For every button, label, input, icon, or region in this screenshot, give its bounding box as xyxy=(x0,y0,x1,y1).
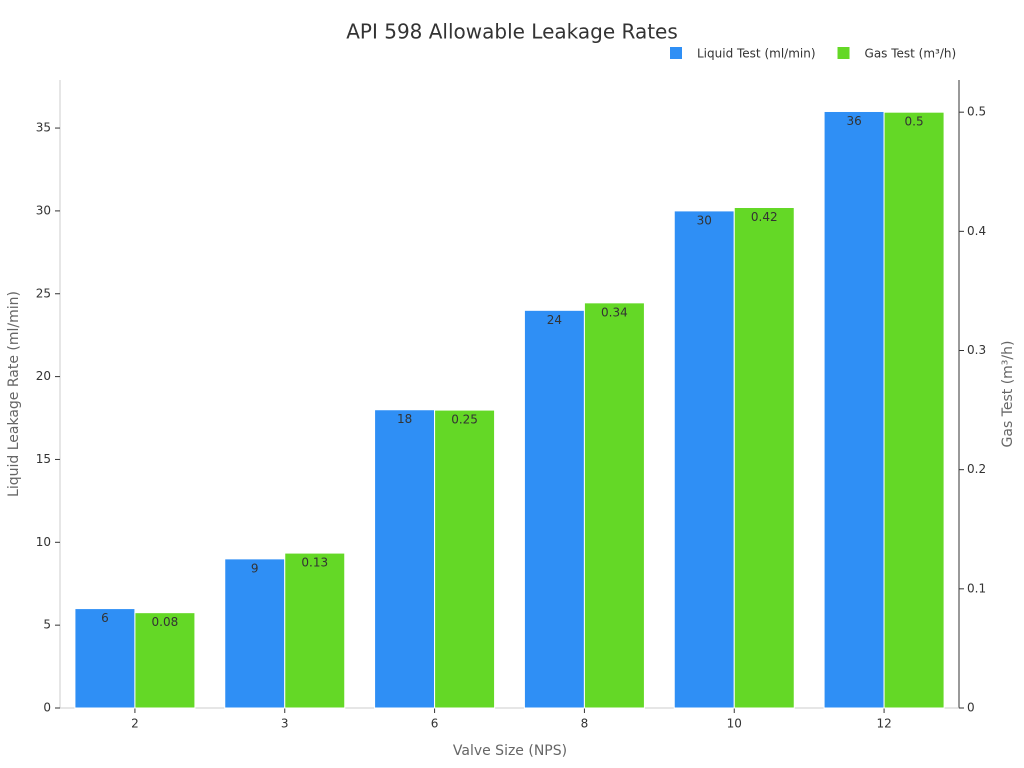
bar xyxy=(434,409,496,709)
data-label: 9 xyxy=(251,561,259,575)
data-label: 36 xyxy=(846,114,861,128)
data-label: 0.13 xyxy=(301,556,328,570)
x-tick-label: 12 xyxy=(876,717,891,731)
data-label: 0.25 xyxy=(451,413,478,427)
bar xyxy=(134,612,196,709)
bar xyxy=(883,111,945,709)
bar xyxy=(284,552,346,709)
x-tick-label: 6 xyxy=(431,717,439,731)
data-label: 30 xyxy=(697,213,712,227)
bar xyxy=(523,309,585,709)
data-label: 6 xyxy=(101,611,109,625)
y-tick-label: 30 xyxy=(36,203,51,217)
legend-label: Liquid Test (ml/min) xyxy=(697,47,816,61)
y2-tick-label: 0.3 xyxy=(967,343,986,357)
y-tick-label: 0 xyxy=(43,701,51,715)
data-label: 18 xyxy=(397,412,412,426)
data-label: 0.08 xyxy=(152,615,179,629)
data-label: 24 xyxy=(547,313,562,327)
y2-tick-label: 0 xyxy=(967,701,975,715)
bar xyxy=(673,210,735,709)
bar xyxy=(733,207,795,709)
legend-swatch xyxy=(837,47,850,59)
bar xyxy=(823,110,885,709)
y-tick-label: 15 xyxy=(36,452,51,466)
y2-axis-title: Gas Test (m³/h) xyxy=(1000,341,1016,448)
x-tick-label: 3 xyxy=(281,717,289,731)
y-axis-title: Liquid Leakage Rate (ml/min) xyxy=(6,291,22,497)
legend-label: Gas Test (m³/h) xyxy=(865,47,957,61)
chart-title: API 598 Allowable Leakage Rates xyxy=(346,20,678,44)
data-label: 0.42 xyxy=(751,210,778,224)
y-tick-label: 10 xyxy=(36,535,51,549)
y2-tick-label: 0.2 xyxy=(967,462,986,476)
x-axis-title: Valve Size (NPS) xyxy=(453,743,567,759)
bar xyxy=(583,302,645,709)
data-label: 0.34 xyxy=(601,305,628,319)
y2-tick-label: 0.4 xyxy=(967,224,986,238)
bar xyxy=(224,558,286,709)
x-tick-label: 10 xyxy=(727,717,742,731)
y2-tick-label: 0.5 xyxy=(967,105,986,119)
bar xyxy=(74,608,136,709)
y-tick-label: 25 xyxy=(36,286,51,300)
y-tick-label: 20 xyxy=(36,369,51,383)
bar xyxy=(374,409,436,709)
x-tick-label: 8 xyxy=(581,717,589,731)
y-tick-label: 5 xyxy=(43,618,51,632)
legend-swatch xyxy=(670,47,682,59)
data-label: 0.5 xyxy=(905,115,924,129)
y-tick-label: 35 xyxy=(36,121,51,135)
y2-tick-label: 0.1 xyxy=(967,581,986,595)
x-tick-label: 2 xyxy=(131,717,139,731)
